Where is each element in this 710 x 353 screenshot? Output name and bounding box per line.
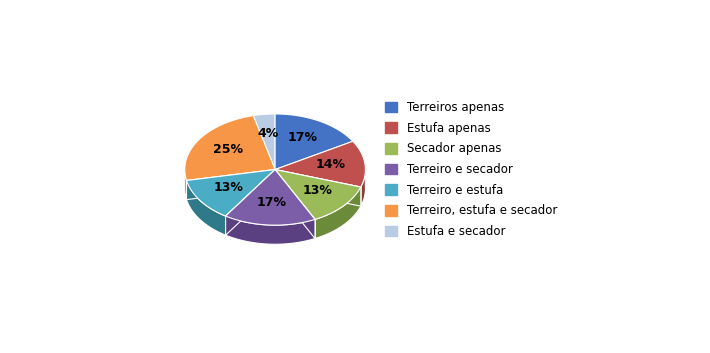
Polygon shape xyxy=(275,169,315,239)
Text: 17%: 17% xyxy=(257,196,287,209)
Polygon shape xyxy=(187,180,226,235)
Polygon shape xyxy=(185,115,275,180)
Polygon shape xyxy=(226,169,275,235)
Polygon shape xyxy=(187,169,275,199)
Polygon shape xyxy=(315,187,361,239)
Polygon shape xyxy=(185,168,187,199)
Text: 13%: 13% xyxy=(302,184,332,197)
Polygon shape xyxy=(275,169,361,206)
Text: 17%: 17% xyxy=(288,131,318,144)
Legend: Terreiros apenas, Estufa apenas, Secador apenas, Terreiro e secador, Terreiro e : Terreiros apenas, Estufa apenas, Secador… xyxy=(382,97,560,241)
Polygon shape xyxy=(226,169,275,235)
Text: 13%: 13% xyxy=(214,181,244,194)
Polygon shape xyxy=(361,167,366,206)
Polygon shape xyxy=(226,169,315,225)
Polygon shape xyxy=(275,169,361,220)
Polygon shape xyxy=(275,114,353,169)
Polygon shape xyxy=(253,114,275,169)
Polygon shape xyxy=(275,141,366,187)
Polygon shape xyxy=(275,169,315,239)
Text: 25%: 25% xyxy=(213,143,243,156)
Text: 14%: 14% xyxy=(316,158,346,170)
Polygon shape xyxy=(275,169,361,206)
Text: 4%: 4% xyxy=(258,127,279,140)
Polygon shape xyxy=(226,216,315,244)
Polygon shape xyxy=(187,169,275,199)
Polygon shape xyxy=(187,169,275,216)
